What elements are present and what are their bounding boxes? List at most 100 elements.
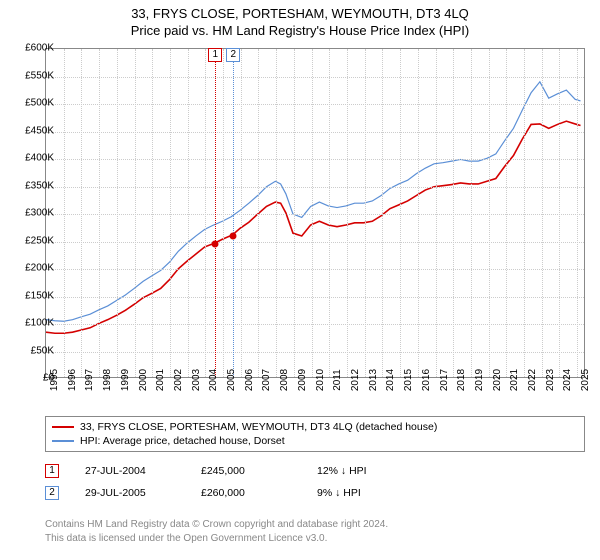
x-axis-label: 1997 [84,369,95,391]
chart-title: 33, FRYS CLOSE, PORTESHAM, WEYMOUTH, DT3… [0,6,600,21]
sale-delta: 12% ↓ HPI [317,465,397,477]
x-axis-label: 2008 [279,369,290,391]
gridline-horizontal [46,187,584,188]
legend-swatch-hpi [52,440,74,442]
sale-date: 29-JUL-2005 [85,487,175,499]
sale-marker-box: 1 [208,48,222,62]
gridline-vertical [489,49,490,377]
x-axis-label: 2000 [138,369,149,391]
legend-row: 33, FRYS CLOSE, PORTESHAM, WEYMOUTH, DT3… [52,420,578,434]
gridline-vertical [294,49,295,377]
y-axis-label: £250K [25,235,54,246]
gridline-vertical [382,49,383,377]
x-axis-label: 2015 [403,369,414,391]
gridline-horizontal [46,132,584,133]
sale-marker-1: 1 [45,464,59,478]
x-axis-label: 2010 [315,369,326,391]
chart-lines-svg [46,49,584,377]
chart-plot-area: 12 [45,48,585,378]
chart-title-block: 33, FRYS CLOSE, PORTESHAM, WEYMOUTH, DT3… [0,0,600,42]
x-axis-label: 2007 [261,369,272,391]
x-axis-label: 2016 [421,369,432,391]
gridline-vertical [205,49,206,377]
y-axis-label: £600K [25,43,54,54]
gridline-vertical [347,49,348,377]
gridline-vertical [64,49,65,377]
x-axis-label: 1998 [102,369,113,391]
y-axis-label: £450K [25,125,54,136]
y-axis-label: £150K [25,290,54,301]
x-axis-label: 1996 [67,369,78,391]
y-axis-label: £500K [25,98,54,109]
sale-marker-box: 2 [226,48,240,62]
gridline-vertical [99,49,100,377]
x-axis-label: 1999 [120,369,131,391]
gridline-vertical [258,49,259,377]
y-axis-label: £350K [25,180,54,191]
gridline-horizontal [46,77,584,78]
gridline-vertical [81,49,82,377]
gridline-vertical [152,49,153,377]
gridline-vertical [276,49,277,377]
legend-swatch-property [52,426,74,428]
gridline-vertical [188,49,189,377]
x-axis-label: 2025 [580,369,591,391]
y-axis-label: £550K [25,70,54,81]
sale-marker-vline [215,49,216,377]
gridline-vertical [329,49,330,377]
sale-marker-vline [233,49,234,377]
x-axis-label: 2021 [509,369,520,391]
x-axis-label: 2022 [527,369,538,391]
x-axis-label: 2014 [385,369,396,391]
x-axis-label: 2004 [208,369,219,391]
chart-subtitle: Price paid vs. HM Land Registry's House … [0,23,600,38]
x-axis-label: 2006 [244,369,255,391]
x-axis-label: 2009 [297,369,308,391]
x-axis-label: 2002 [173,369,184,391]
x-axis-label: 1995 [49,369,60,391]
sale-price: £245,000 [201,465,291,477]
gridline-vertical [135,49,136,377]
gridline-horizontal [46,242,584,243]
x-axis-label: 2019 [474,369,485,391]
sale-marker-dot [230,233,237,240]
gridline-vertical [365,49,366,377]
gridline-horizontal [46,297,584,298]
chart-legend: 33, FRYS CLOSE, PORTESHAM, WEYMOUTH, DT3… [45,416,585,452]
legend-row: HPI: Average price, detached house, Dors… [52,434,578,448]
sale-marker-2: 2 [45,486,59,500]
sales-table: 1 27-JUL-2004 £245,000 12% ↓ HPI 2 29-JU… [45,460,585,504]
gridline-vertical [506,49,507,377]
y-axis-label: £100K [25,318,54,329]
gridline-vertical [542,49,543,377]
x-axis-label: 2001 [155,369,166,391]
footer-line-1: Contains HM Land Registry data © Crown c… [45,518,585,532]
x-axis-label: 2018 [456,369,467,391]
gridline-horizontal [46,214,584,215]
gridline-vertical [223,49,224,377]
sale-price: £260,000 [201,487,291,499]
gridline-vertical [400,49,401,377]
y-axis-label: £400K [25,153,54,164]
x-axis-label: 2012 [350,369,361,391]
x-axis-label: 2011 [332,369,343,391]
x-axis-label: 2023 [545,369,556,391]
legend-label-hpi: HPI: Average price, detached house, Dors… [80,435,285,447]
gridline-vertical [117,49,118,377]
gridline-horizontal [46,269,584,270]
gridline-vertical [453,49,454,377]
gridline-vertical [241,49,242,377]
gridline-horizontal [46,159,584,160]
y-axis-label: £50K [31,345,54,356]
sale-date: 27-JUL-2004 [85,465,175,477]
gridline-vertical [559,49,560,377]
sales-row: 2 29-JUL-2005 £260,000 9% ↓ HPI [45,482,585,504]
gridline-horizontal [46,352,584,353]
gridline-vertical [577,49,578,377]
x-axis-label: 2003 [191,369,202,391]
x-axis-label: 2017 [439,369,450,391]
gridline-horizontal [46,324,584,325]
sale-delta: 9% ↓ HPI [317,487,397,499]
series-line-property [46,121,581,333]
x-axis-label: 2005 [226,369,237,391]
